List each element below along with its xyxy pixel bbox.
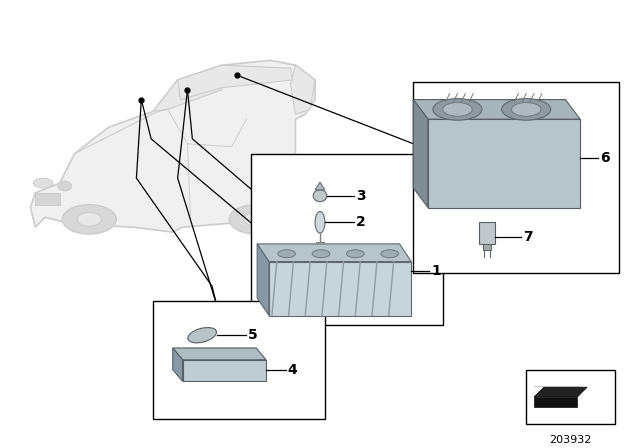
Bar [252,154,443,325]
Ellipse shape [312,250,330,258]
Polygon shape [269,262,412,315]
Ellipse shape [278,250,296,258]
Polygon shape [257,244,412,262]
Bar [483,244,491,250]
Ellipse shape [77,212,102,226]
Polygon shape [178,65,292,99]
Text: 5: 5 [248,328,258,342]
Polygon shape [173,348,182,381]
Text: 7: 7 [524,230,533,244]
Ellipse shape [62,205,116,234]
Ellipse shape [188,327,216,343]
Polygon shape [413,99,580,119]
Ellipse shape [315,211,325,233]
Polygon shape [413,99,428,207]
Ellipse shape [502,99,551,120]
Bar [413,82,620,273]
Ellipse shape [443,103,472,116]
Ellipse shape [381,250,399,258]
Ellipse shape [433,99,482,120]
Text: 6: 6 [600,151,609,165]
Bar [526,370,614,423]
Ellipse shape [346,250,364,258]
Polygon shape [428,119,580,207]
Polygon shape [173,348,266,360]
Bar [479,222,495,244]
Text: 1: 1 [431,264,441,278]
Polygon shape [315,182,325,190]
Ellipse shape [244,212,268,226]
Polygon shape [153,65,222,112]
Ellipse shape [58,181,72,191]
Polygon shape [534,397,577,407]
Bar [35,193,60,205]
Text: 2: 2 [356,215,366,229]
Polygon shape [291,65,315,114]
Text: 4: 4 [287,362,298,377]
Polygon shape [182,360,266,381]
Text: 3: 3 [356,189,366,203]
Polygon shape [30,60,315,232]
Bar [153,301,325,418]
Ellipse shape [511,103,541,116]
Ellipse shape [229,205,283,234]
Ellipse shape [33,178,53,188]
Polygon shape [257,244,269,315]
Text: 203932: 203932 [549,435,591,445]
Ellipse shape [313,190,327,202]
Polygon shape [534,387,587,397]
